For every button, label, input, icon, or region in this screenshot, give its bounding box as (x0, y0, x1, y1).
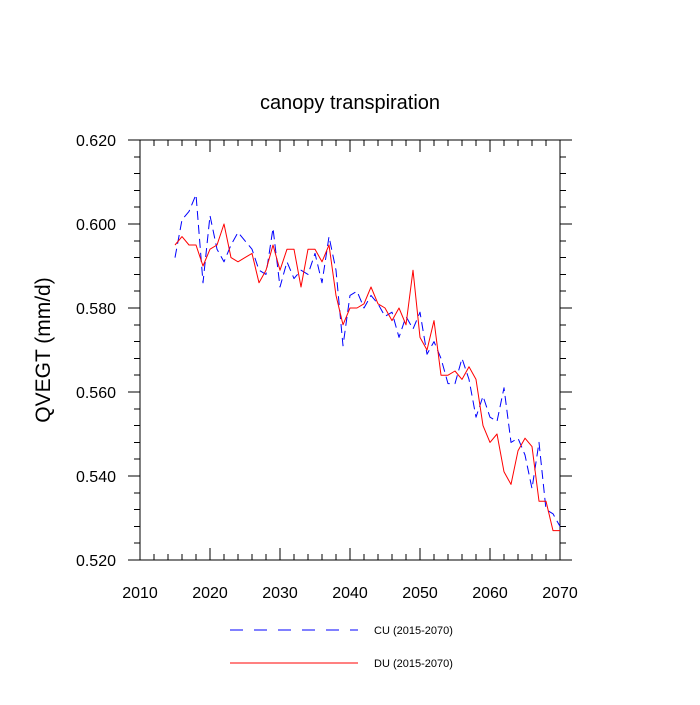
series-line-du (174, 223, 560, 532)
y-tick-label: 0.620 (76, 133, 116, 150)
y-tick-label: 0.580 (76, 301, 116, 318)
y-tick-label: 0.600 (76, 217, 116, 234)
y-axis-label: QVEGT (mm/d) (32, 277, 55, 422)
y-tick-label: 0.520 (76, 553, 116, 570)
x-tick-label: 2030 (262, 585, 298, 602)
series-layer (174, 194, 561, 532)
y-tick-label: 0.540 (76, 469, 116, 486)
legend: CU (2015-2070) DU (2015-2070) (230, 625, 453, 670)
axis-ticks: 2010 2020 2030 2040 2050 2060 2070 0.520 0.540 0.… (76, 133, 578, 602)
x-tick-label: 2070 (542, 585, 578, 602)
plot-border (139, 139, 561, 561)
y-tick-label: 0.560 (76, 385, 116, 402)
x-tick-label: 2050 (402, 585, 438, 602)
legend-label: CU (2015-2070) (374, 625, 453, 637)
x-tick-label: 2060 (472, 585, 508, 602)
plot-frame (139, 139, 561, 561)
series-line-cu (174, 194, 561, 527)
legend-label: DU (2015-2070) (374, 658, 453, 670)
x-tick-label: 2020 (192, 585, 228, 602)
chart-title: canopy transpiration (260, 92, 440, 114)
x-tick-label: 2040 (332, 585, 368, 602)
x-tick-label: 2010 (122, 585, 158, 602)
